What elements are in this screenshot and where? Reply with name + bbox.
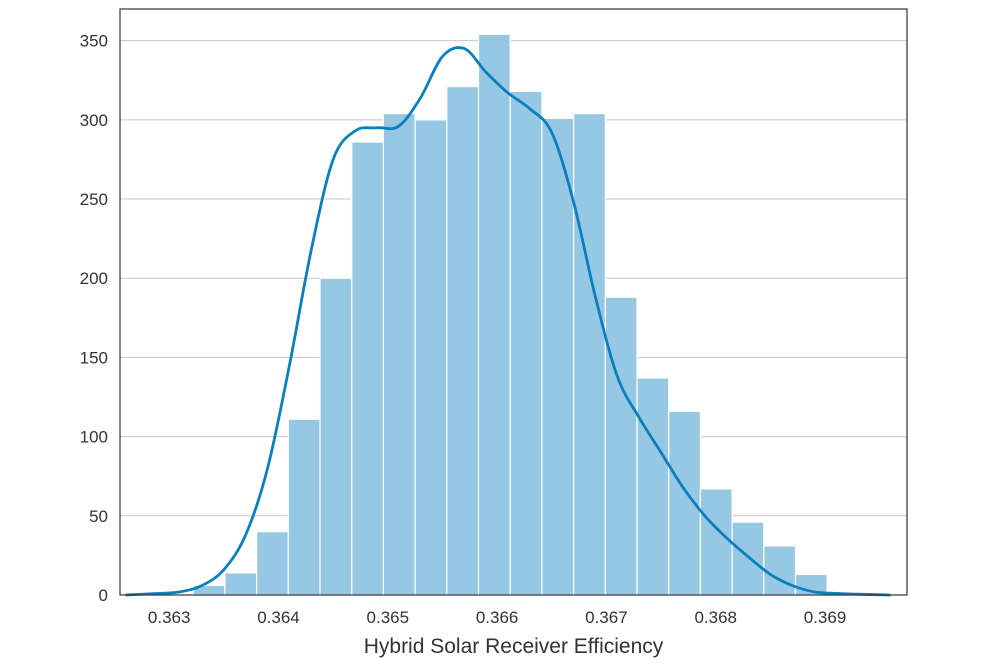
histogram-bars bbox=[192, 33, 828, 596]
y-tick-label: 250 bbox=[80, 190, 108, 209]
x-tick-label: 0.363 bbox=[148, 608, 191, 627]
x-tick-label: 0.367 bbox=[585, 608, 628, 627]
histogram-bar-1 bbox=[224, 572, 258, 596]
histogram-bar-3 bbox=[287, 418, 321, 596]
histogram-bar-6 bbox=[382, 112, 416, 596]
y-tick-label: 0 bbox=[99, 586, 108, 605]
histogram-bar-11 bbox=[541, 117, 575, 596]
x-tick-label: 0.369 bbox=[804, 608, 847, 627]
x-tick-label: 0.368 bbox=[694, 608, 737, 627]
histogram-bar-7 bbox=[414, 119, 448, 596]
histogram-bar-5 bbox=[351, 141, 385, 596]
y-tick-label: 50 bbox=[89, 507, 108, 526]
x-axis-ticks: 0.363 0.364 0.365 0.366 0.367 0.368 0.369 bbox=[148, 608, 846, 627]
y-tick-label: 300 bbox=[80, 111, 108, 130]
y-axis-ticks: 0 50 100 150 200 250 300 350 bbox=[80, 32, 108, 605]
plot-frame bbox=[119, 8, 908, 596]
histogram-bar-17 bbox=[731, 521, 765, 596]
histogram-bar-13 bbox=[604, 296, 638, 596]
histogram-bar-14 bbox=[636, 377, 670, 596]
histogram-bar-8 bbox=[446, 86, 480, 596]
histogram-bar-4 bbox=[319, 277, 353, 596]
y-tick-label: 350 bbox=[80, 32, 108, 51]
x-tick-label: 0.365 bbox=[367, 608, 410, 627]
x-axis-title: Hybrid Solar Receiver Efficiency bbox=[364, 635, 664, 658]
histogram-bar-9 bbox=[477, 33, 511, 596]
histogram-bar-2 bbox=[256, 531, 289, 596]
x-tick-label: 0.366 bbox=[476, 608, 519, 627]
y-tick-label: 200 bbox=[80, 269, 108, 288]
histogram-bar-16 bbox=[699, 488, 733, 596]
y-tick-label: 150 bbox=[80, 348, 108, 367]
x-tick-label: 0.364 bbox=[257, 608, 300, 627]
histogram-bar-10 bbox=[509, 90, 543, 596]
histogram-bar-18 bbox=[763, 545, 797, 596]
kde-line bbox=[125, 46, 891, 597]
y-tick-label: 100 bbox=[80, 428, 108, 447]
histogram-bar-12 bbox=[573, 112, 606, 596]
kde-curve-layer bbox=[125, 46, 891, 597]
